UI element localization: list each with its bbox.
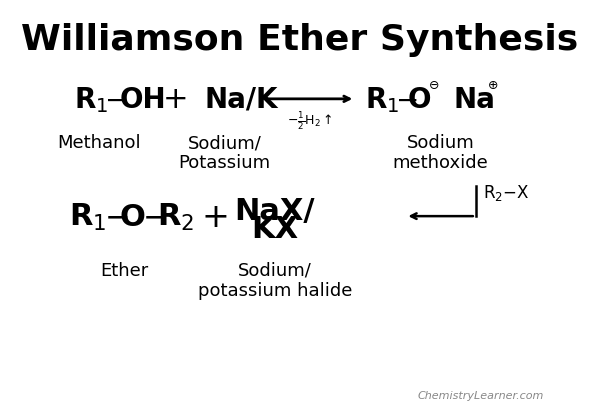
Text: R$_1$: R$_1$ xyxy=(74,85,108,115)
Text: $-$: $-$ xyxy=(395,85,418,114)
Text: potassium halide: potassium halide xyxy=(198,281,352,299)
Text: Na/K: Na/K xyxy=(205,85,278,114)
Text: KX: KX xyxy=(251,214,298,243)
Text: O: O xyxy=(408,85,431,114)
Text: $+$: $+$ xyxy=(162,85,187,114)
Text: $-$: $-$ xyxy=(104,202,128,231)
Text: $-$: $-$ xyxy=(142,202,166,231)
Text: Sodium: Sodium xyxy=(407,134,475,152)
Text: R$_2$: R$_2$ xyxy=(157,201,194,232)
Text: R$_2$$-$X: R$_2$$-$X xyxy=(484,182,530,202)
Text: R$_1$: R$_1$ xyxy=(365,85,400,115)
Text: $+$: $+$ xyxy=(202,200,228,233)
Text: $\ominus$: $\ominus$ xyxy=(428,79,439,92)
Text: R$_1$: R$_1$ xyxy=(69,201,106,232)
Text: Methanol: Methanol xyxy=(58,134,141,152)
Text: Potassium: Potassium xyxy=(179,154,271,172)
Text: O: O xyxy=(119,202,145,231)
Text: Williamson Ether Synthesis: Williamson Ether Synthesis xyxy=(22,23,578,57)
Text: ChemistryLearner.com: ChemistryLearner.com xyxy=(417,390,544,400)
Text: NaX/: NaX/ xyxy=(235,196,315,225)
Text: OH: OH xyxy=(119,85,166,114)
Text: Na: Na xyxy=(453,85,495,114)
Text: $-$: $-$ xyxy=(104,85,127,114)
Text: $-\frac{1}{2}$H$_2$$\uparrow$: $-\frac{1}{2}$H$_2$$\uparrow$ xyxy=(287,110,333,132)
Text: Ether: Ether xyxy=(100,261,148,279)
Text: Sodium/: Sodium/ xyxy=(238,261,312,279)
Text: methoxide: methoxide xyxy=(393,154,488,172)
Text: Sodium/: Sodium/ xyxy=(188,134,262,152)
Text: $\oplus$: $\oplus$ xyxy=(487,79,498,92)
